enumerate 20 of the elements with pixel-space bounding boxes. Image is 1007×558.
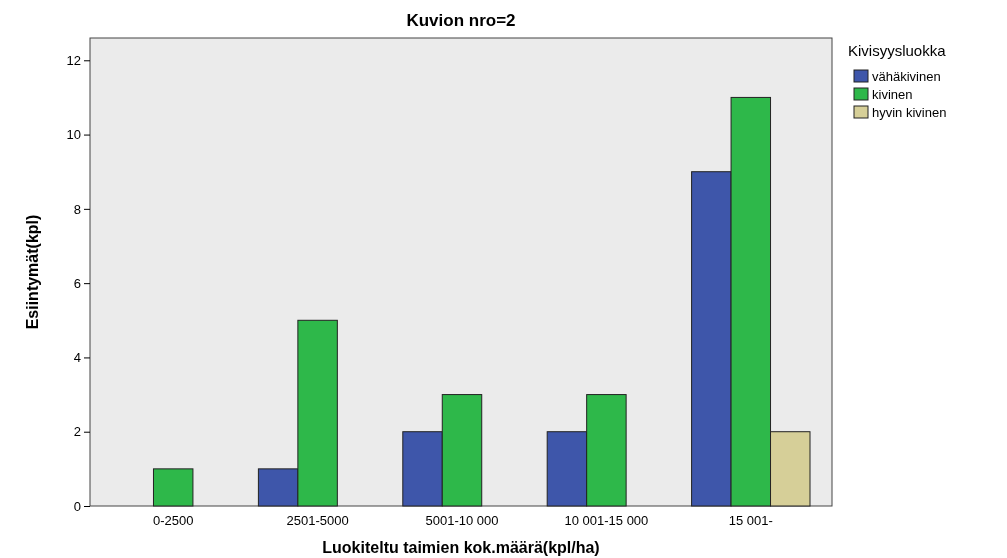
chart-title: Kuvion nro=2 [406,11,516,30]
y-tick-label: 0 [73,498,81,514]
x-tick-label: 10 001-15 000 [564,512,649,528]
y-tick-label: 8 [73,201,81,217]
x-tick-label: 2501-5000 [286,512,349,528]
legend-title: Kivisyysluokka [848,42,947,59]
y-tick-label: 6 [73,275,81,291]
y-axis-title: Esiintymät(kpl) [24,214,41,330]
x-tick-label: 15 001- [728,512,773,528]
x-axis-title: Luokiteltu taimien kok.määrä(kpl/ha) [322,539,600,556]
y-tick-label: 2 [73,424,81,440]
y-tick-label: 4 [73,350,81,366]
y-tick-label: 10 [66,127,81,143]
x-tick-label: 5001-10 000 [425,512,499,528]
y-tick-label: 12 [66,52,81,68]
bar [152,468,194,507]
legend-label: vähäkivinen [872,69,941,84]
x-tick-label: 0-2500 [152,512,194,528]
legend-label: kivinen [872,87,913,102]
legend-label: hyvin kivinen [872,105,947,120]
